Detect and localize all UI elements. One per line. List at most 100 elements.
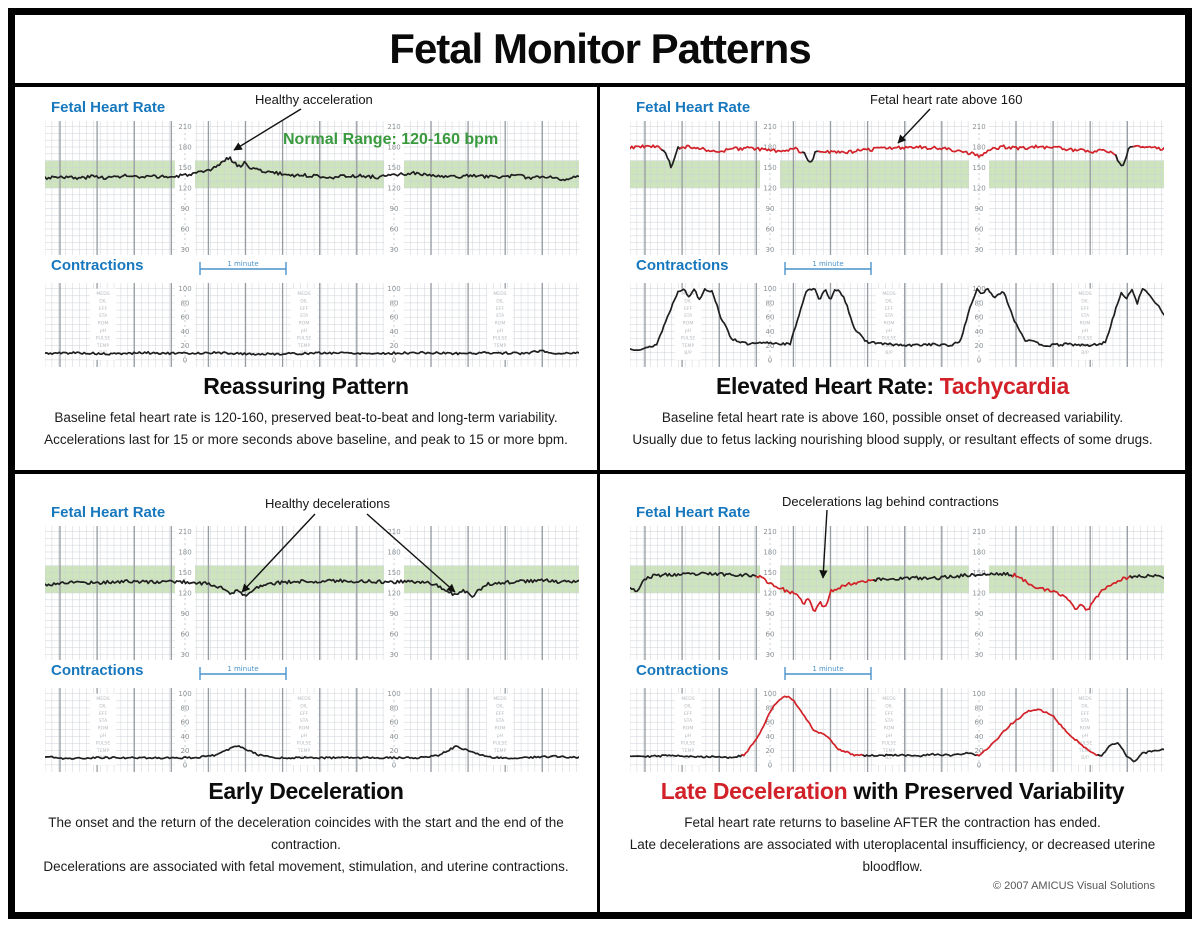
svg-text:STA: STA	[885, 718, 894, 724]
svg-text:100: 100	[387, 690, 400, 698]
svg-text:120: 120	[763, 590, 776, 598]
svg-text:pH: pH	[685, 328, 691, 334]
panel-title-part: Tachycardia	[939, 373, 1070, 399]
svg-text:ROM: ROM	[495, 321, 506, 327]
svg-text:120: 120	[972, 185, 985, 193]
svg-text:DIL: DIL	[1081, 703, 1089, 709]
svg-text:PULSE: PULSE	[882, 335, 897, 341]
panel-title: Reassuring Pattern	[15, 373, 597, 400]
svg-text:40: 40	[766, 733, 775, 741]
svg-text:210: 210	[178, 123, 191, 131]
svg-text:60: 60	[975, 226, 984, 234]
svg-text:ROM: ROM	[884, 726, 895, 732]
svg-text:80: 80	[390, 704, 399, 712]
svg-text:1 minute: 1 minute	[227, 665, 258, 673]
svg-text:60: 60	[181, 314, 190, 322]
svg-text:TEMP: TEMP	[297, 343, 311, 349]
svg-text:ROM: ROM	[98, 726, 109, 732]
svg-text:30: 30	[975, 651, 984, 659]
svg-text:180: 180	[763, 548, 776, 556]
svg-text:EFF: EFF	[684, 711, 693, 717]
svg-text:MEDS: MEDS	[1078, 696, 1091, 702]
svg-text:40: 40	[390, 733, 399, 741]
svg-text:pH: pH	[1082, 328, 1088, 334]
svg-text:80: 80	[975, 299, 984, 307]
svg-text:EFF: EFF	[300, 306, 309, 312]
svg-text:STA: STA	[300, 313, 309, 319]
svg-text:210: 210	[972, 123, 985, 131]
svg-text:MEDS: MEDS	[297, 291, 310, 297]
svg-text:180: 180	[972, 548, 985, 556]
one-minute-scale: 1 minute	[199, 665, 287, 680]
svg-text:PULSE: PULSE	[297, 740, 312, 746]
svg-text:pH: pH	[497, 328, 503, 334]
svg-text:MEDS: MEDS	[96, 696, 109, 702]
panel-title-part: Early Deceleration	[208, 778, 404, 804]
svg-text:DIL: DIL	[684, 703, 692, 709]
svg-text:30: 30	[766, 246, 775, 254]
svg-text:40: 40	[975, 328, 984, 336]
svg-text:DIL: DIL	[99, 703, 107, 709]
svg-text:210: 210	[387, 123, 400, 131]
panel-description: The onset and the return of the decelera…	[43, 815, 569, 874]
svg-text:60: 60	[766, 719, 775, 727]
svg-text:20: 20	[390, 747, 399, 755]
panel-title-part: Elevated Heart Rate:	[715, 373, 940, 399]
svg-text:120: 120	[387, 185, 400, 193]
svg-text:ROM: ROM	[299, 321, 310, 327]
svg-text:120: 120	[178, 185, 191, 193]
svg-text:100: 100	[178, 285, 191, 293]
svg-text:100: 100	[763, 285, 776, 293]
svg-text:ROM: ROM	[884, 321, 895, 327]
svg-text:MEDS: MEDS	[297, 696, 310, 702]
svg-text:TEMP: TEMP	[681, 748, 695, 754]
svg-text:60: 60	[766, 314, 775, 322]
svg-text:EFF: EFF	[496, 306, 505, 312]
copyright-text: © 2007 AMICUS Visual Solutions	[993, 880, 1155, 892]
svg-text:TEMP: TEMP	[882, 343, 896, 349]
svg-text:210: 210	[387, 528, 400, 536]
panel-reassuring-pattern: Fetal Heart Rate Healthy acceleration 21…	[15, 87, 600, 470]
svg-text:30: 30	[181, 246, 190, 254]
one-minute-scale: 1 minute	[199, 260, 287, 275]
svg-text:150: 150	[972, 164, 985, 172]
svg-text:150: 150	[178, 569, 191, 577]
svg-text:TEMP: TEMP	[681, 343, 695, 349]
svg-text:B/P: B/P	[1081, 755, 1089, 761]
svg-text:STA: STA	[1081, 313, 1090, 319]
svg-text:150: 150	[763, 164, 776, 172]
one-minute-scale: 1 minute	[784, 260, 872, 275]
svg-text:60: 60	[390, 631, 399, 639]
svg-text:210: 210	[763, 528, 776, 536]
svg-text:EFF: EFF	[1081, 306, 1090, 312]
fhr-label: Fetal Heart Rate	[51, 504, 166, 521]
svg-text:B/P: B/P	[684, 350, 692, 356]
svg-text:B/P: B/P	[885, 350, 893, 356]
svg-text:STA: STA	[300, 718, 309, 724]
annotation-healthy-acceleration: Healthy acceleration	[255, 92, 373, 107]
svg-text:20: 20	[181, 747, 190, 755]
svg-text:STA: STA	[885, 313, 894, 319]
svg-text:DIL: DIL	[99, 298, 107, 304]
svg-text:60: 60	[975, 314, 984, 322]
annotation-healthy-decelerations: Healthy decelerations	[265, 496, 391, 511]
svg-text:90: 90	[181, 205, 190, 213]
svg-text:60: 60	[766, 631, 775, 639]
svg-text:TEMP: TEMP	[96, 343, 110, 349]
contractions-label: Contractions	[636, 662, 729, 679]
svg-text:PULSE: PULSE	[681, 740, 696, 746]
svg-text:PULSE: PULSE	[96, 740, 111, 746]
svg-text:120: 120	[178, 590, 191, 598]
svg-text:DIL: DIL	[496, 298, 504, 304]
figure-frame: Fetal Monitor Patterns Fetal Heart Rate …	[8, 8, 1192, 919]
svg-text:MEDS: MEDS	[882, 696, 895, 702]
svg-text:pH: pH	[100, 328, 106, 334]
svg-text:ROM: ROM	[495, 726, 506, 732]
svg-text:STA: STA	[684, 718, 693, 724]
svg-text:150: 150	[972, 569, 985, 577]
svg-text:210: 210	[972, 528, 985, 536]
svg-text:100: 100	[972, 690, 985, 698]
svg-text:150: 150	[387, 569, 400, 577]
svg-text:60: 60	[390, 226, 399, 234]
svg-text:90: 90	[975, 205, 984, 213]
